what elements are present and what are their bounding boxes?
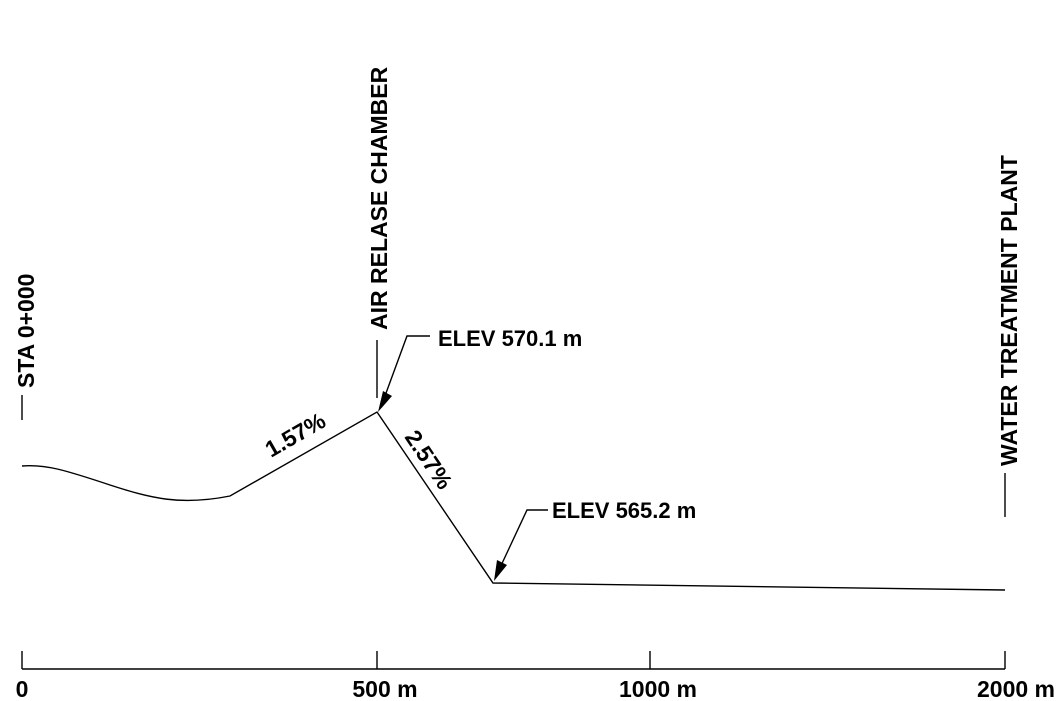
axis-tick-label-0: 0 (16, 676, 29, 701)
grade-up-label: 1.57% (261, 407, 330, 462)
start-station-label: STA 0+000 (13, 274, 39, 388)
axis-tick-label-1000: 1000 m (619, 676, 697, 701)
elev-low-arrowhead (494, 560, 507, 581)
elev-high-arrowhead (378, 391, 392, 412)
elev-high-leader (381, 335, 430, 405)
plant-label: WATER TREATMENT PLANT (996, 155, 1022, 466)
elev-high-label: ELEV 570.1 m (438, 326, 582, 351)
elev-low-label: ELEV 565.2 m (552, 498, 696, 523)
axis-tick-label-2000: 2000 m (977, 676, 1055, 701)
elev-low-leader (497, 509, 548, 573)
air-release-label: AIR RELASE CHAMBER (366, 66, 392, 330)
axis-tick-label-500: 500 m (352, 676, 417, 701)
ground-profile-line (21, 411, 1006, 591)
